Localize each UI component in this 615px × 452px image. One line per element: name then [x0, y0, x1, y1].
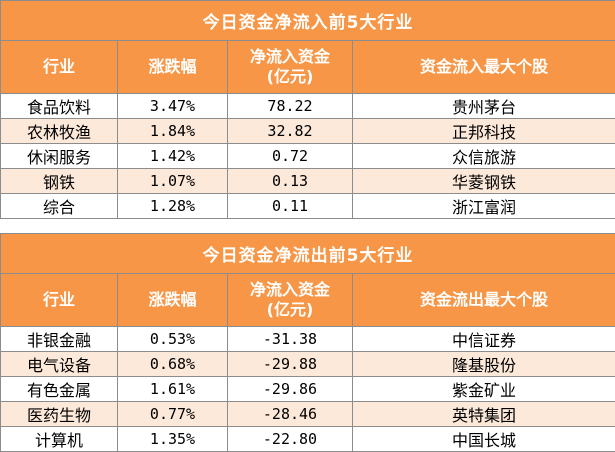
industry-cell: 钢铁 [1, 169, 118, 194]
top-stock-cell: 中国长城 [353, 427, 615, 452]
net-cell: 32.82 [228, 119, 353, 144]
net-cell: 0.72 [228, 144, 353, 169]
inflow-header-change: 涨跌幅 [118, 41, 228, 94]
change-cell: 0.53% [118, 327, 228, 352]
outflow-table: 今日资金净流出前5大行业 行业 涨跌幅 净流入资金(亿元) 资金流出最大个股 非… [0, 233, 615, 452]
inflow-header-industry: 行业 [1, 41, 118, 94]
change-cell: 1.84% [118, 119, 228, 144]
outflow-header-industry: 行业 [1, 274, 118, 327]
change-cell: 3.47% [118, 94, 228, 119]
change-cell: 0.68% [118, 352, 228, 377]
net-cell: 0.11 [228, 194, 353, 219]
top-stock-cell: 众信旅游 [353, 144, 615, 169]
outflow-header-net: 净流入资金(亿元) [228, 274, 353, 327]
table-row: 计算机 1.35% -22.80 中国长城 [1, 427, 615, 452]
top-stock-cell: 华菱钢铁 [353, 169, 615, 194]
industry-cell: 医药生物 [1, 402, 118, 427]
change-cell: 1.35% [118, 427, 228, 452]
top-stock-cell: 浙江富润 [353, 194, 615, 219]
industry-cell: 计算机 [1, 427, 118, 452]
table-row: 休闲服务 1.42% 0.72 众信旅游 [1, 144, 615, 169]
top-stock-cell: 紫金矿业 [353, 377, 615, 402]
top-stock-cell: 正邦科技 [353, 119, 615, 144]
net-cell: -28.46 [228, 402, 353, 427]
change-cell: 1.61% [118, 377, 228, 402]
net-cell: 0.13 [228, 169, 353, 194]
table-row: 综合 1.28% 0.11 浙江富润 [1, 194, 615, 219]
inflow-header-net: 净流入资金(亿元) [228, 41, 353, 94]
inflow-header-net-line1: 净流入资金 [250, 47, 330, 66]
outflow-header-net-line1: 净流入资金 [250, 280, 330, 299]
change-cell: 1.42% [118, 144, 228, 169]
industry-cell: 食品饮料 [1, 94, 118, 119]
net-cell: -29.86 [228, 377, 353, 402]
net-cell: -29.88 [228, 352, 353, 377]
table-row: 农林牧渔 1.84% 32.82 正邦科技 [1, 119, 615, 144]
industry-cell: 休闲服务 [1, 144, 118, 169]
table-row: 食品饮料 3.47% 78.22 贵州茅台 [1, 94, 615, 119]
table-row: 医药生物 0.77% -28.46 英特集团 [1, 402, 615, 427]
table-row: 钢铁 1.07% 0.13 华菱钢铁 [1, 169, 615, 194]
net-cell: -31.38 [228, 327, 353, 352]
table-row: 非银金融 0.53% -31.38 中信证券 [1, 327, 615, 352]
inflow-header-net-line2: (亿元) [267, 67, 314, 86]
table-row: 电气设备 0.68% -29.88 隆基股份 [1, 352, 615, 377]
inflow-header-top-stock: 资金流入最大个股 [353, 41, 615, 94]
industry-cell: 综合 [1, 194, 118, 219]
change-cell: 0.77% [118, 402, 228, 427]
outflow-header-change: 涨跌幅 [118, 274, 228, 327]
top-stock-cell: 贵州茅台 [353, 94, 615, 119]
outflow-header-net-line2: (亿元) [267, 300, 314, 319]
inflow-table: 今日资金净流入前5大行业 行业 涨跌幅 净流入资金(亿元) 资金流入最大个股 食… [0, 0, 615, 219]
net-cell: -22.80 [228, 427, 353, 452]
industry-cell: 非银金融 [1, 327, 118, 352]
net-cell: 78.22 [228, 94, 353, 119]
top-stock-cell: 中信证券 [353, 327, 615, 352]
industry-cell: 电气设备 [1, 352, 118, 377]
inflow-title: 今日资金净流入前5大行业 [1, 1, 615, 41]
change-cell: 1.07% [118, 169, 228, 194]
top-stock-cell: 隆基股份 [353, 352, 615, 377]
outflow-title: 今日资金净流出前5大行业 [1, 234, 615, 274]
table-row: 有色金属 1.61% -29.86 紫金矿业 [1, 377, 615, 402]
industry-cell: 有色金属 [1, 377, 118, 402]
outflow-header-top-stock: 资金流出最大个股 [353, 274, 615, 327]
industry-cell: 农林牧渔 [1, 119, 118, 144]
top-stock-cell: 英特集团 [353, 402, 615, 427]
change-cell: 1.28% [118, 194, 228, 219]
